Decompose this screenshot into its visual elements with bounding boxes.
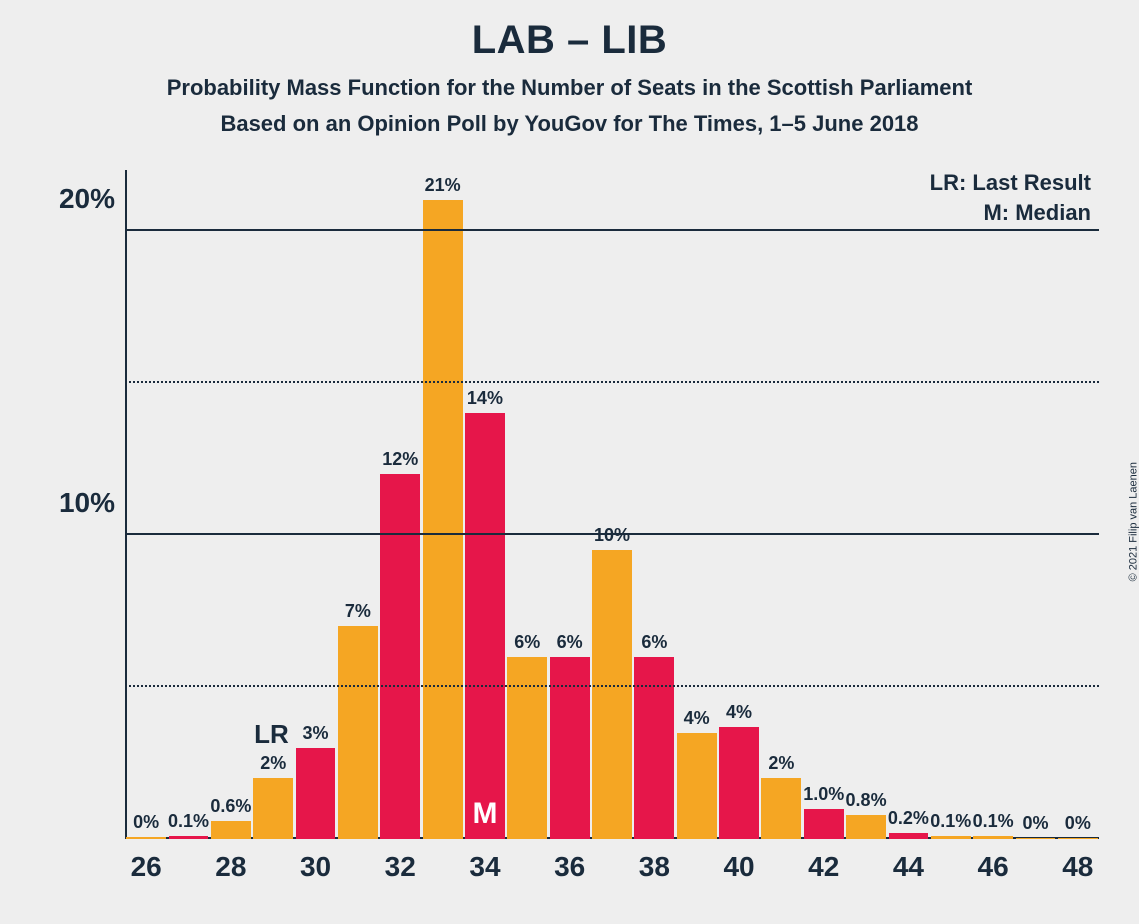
bar-value-label: 4% — [684, 708, 710, 729]
bar: 7% — [338, 626, 378, 839]
bar-value-label: 0.1% — [930, 811, 971, 832]
bar: 6% — [550, 657, 590, 839]
main-title: LAB – LIB — [0, 18, 1139, 63]
x-tick-label: 48 — [1062, 851, 1093, 883]
bar-value-label: 0.1% — [973, 811, 1014, 832]
bar-value-label: 3% — [303, 723, 329, 744]
bar-value-label: 0.6% — [210, 796, 251, 817]
copyright-text: © 2021 Filip van Laenen — [1127, 462, 1139, 581]
x-tick-label: 42 — [808, 851, 839, 883]
subtitle-2: Based on an Opinion Poll by YouGov for T… — [0, 111, 1139, 137]
bar-value-label: 1.0% — [803, 784, 844, 805]
bar: 6% — [634, 657, 674, 839]
bar: 2% — [761, 778, 801, 839]
subtitle-1: Probability Mass Function for the Number… — [0, 75, 1139, 101]
bar-value-label: 6% — [514, 632, 540, 653]
bar-value-label: 0.2% — [888, 808, 929, 829]
y-tick-label: 20% — [59, 183, 115, 215]
bar-value-label: 2% — [260, 753, 286, 774]
legend-median: M: Median — [930, 200, 1091, 226]
legend-lr: LR: Last Result — [930, 170, 1091, 196]
bar: 0.1% — [973, 836, 1013, 839]
bar-value-label: 2% — [768, 753, 794, 774]
y-tick-label: 10% — [59, 487, 115, 519]
bar: 10% — [592, 550, 632, 839]
gridline — [125, 533, 1099, 535]
bar: 3% — [296, 748, 336, 839]
gridline — [125, 685, 1099, 687]
bar: 0.8% — [846, 815, 886, 839]
x-tick-label: 26 — [131, 851, 162, 883]
x-tick-label: 40 — [723, 851, 754, 883]
bar: 14%M — [465, 413, 505, 839]
bar-value-label: 12% — [382, 449, 418, 470]
gridline — [125, 381, 1099, 383]
bar-value-label: 14% — [467, 388, 503, 409]
bar: 6% — [507, 657, 547, 839]
x-tick-label: 38 — [639, 851, 670, 883]
bar-value-label: 0% — [1022, 813, 1048, 834]
bar-value-label: 0% — [133, 812, 159, 833]
bar-value-label: 0% — [1065, 813, 1091, 834]
bar: 0.2% — [889, 833, 929, 839]
bars-container: 0%0.1%0.6%2%3%7%12%21%14%M6%6%10%6%4%4%2… — [125, 170, 1099, 839]
legend: LR: Last Result M: Median — [930, 170, 1091, 230]
x-tick-label: 44 — [893, 851, 924, 883]
x-tick-label: 46 — [978, 851, 1009, 883]
x-tick-label: 30 — [300, 851, 331, 883]
last-result-marker: LR — [254, 719, 289, 750]
bar: 12% — [380, 474, 420, 839]
bar-value-label: 10% — [594, 525, 630, 546]
x-tick-label: 34 — [469, 851, 500, 883]
bar-value-label: 21% — [425, 175, 461, 196]
x-tick-label: 36 — [554, 851, 585, 883]
bar: 1.0% — [804, 809, 844, 839]
bar-value-label: 6% — [641, 632, 667, 653]
bar: 21% — [423, 200, 463, 839]
bar-value-label: 0.1% — [168, 811, 209, 832]
bar-value-label: 0.8% — [846, 790, 887, 811]
bar: 2% — [253, 778, 293, 839]
bar-value-label: 7% — [345, 601, 371, 622]
bar-value-label: 6% — [557, 632, 583, 653]
x-tick-label: 28 — [215, 851, 246, 883]
chart-area: LR: Last Result M: Median 0%0.1%0.6%2%3%… — [55, 170, 1099, 894]
bar: 0% — [126, 837, 166, 839]
bar: 0% — [1016, 838, 1056, 839]
bar: 4% — [677, 733, 717, 839]
plot-region: 0%0.1%0.6%2%3%7%12%21%14%M6%6%10%6%4%4%2… — [125, 170, 1099, 839]
bar: 4% — [719, 727, 759, 840]
bar: 0% — [1058, 838, 1098, 839]
chart-titles: LAB – LIB Probability Mass Function for … — [0, 0, 1139, 137]
bar: 0.6% — [211, 821, 251, 839]
bar-value-label: 4% — [726, 702, 752, 723]
x-tick-label: 32 — [385, 851, 416, 883]
bar: 0.1% — [169, 836, 209, 839]
median-marker: M — [472, 797, 497, 831]
bar: 0.1% — [931, 836, 971, 839]
